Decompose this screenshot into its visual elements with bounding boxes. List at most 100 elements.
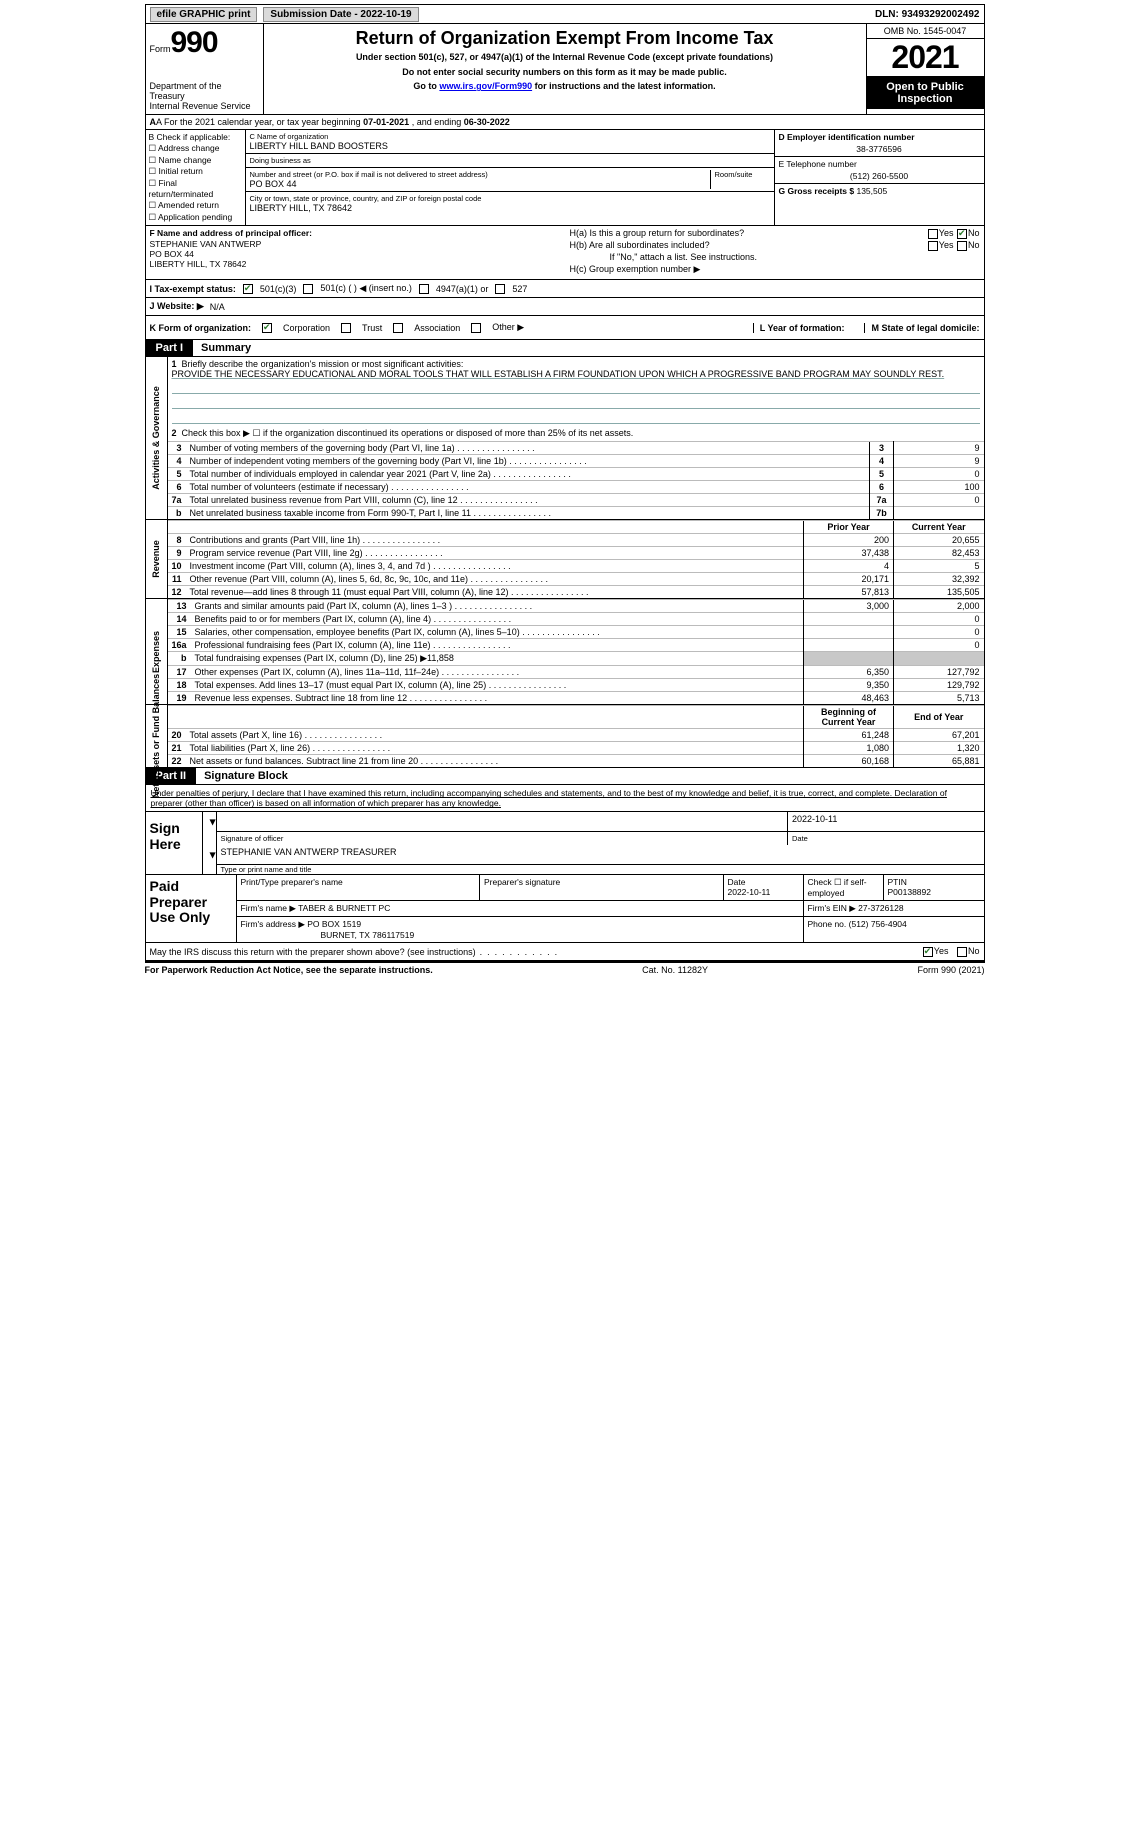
signature-officer-label: Signature of officer [217, 832, 788, 845]
top-bar: efile GRAPHIC print Submission Date - 20… [145, 4, 985, 24]
gross-receipts-label: G Gross receipts $ [779, 186, 855, 196]
org-name-value: LIBERTY HILL BAND BOOSTERS [250, 141, 770, 151]
street-label: Number and street (or P.O. box if mail i… [250, 170, 706, 179]
phone-label: E Telephone number [779, 159, 857, 169]
ha-yes-checkbox[interactable] [928, 229, 938, 239]
row-i: I Tax-exempt status: 501(c)(3) 501(c) ( … [145, 280, 985, 298]
mission-text: PROVIDE THE NECESSARY EDUCATIONAL AND MO… [172, 369, 945, 379]
hb-note: If "No," attach a list. See instructions… [570, 252, 980, 262]
firm-addr1: PO BOX 1519 [307, 919, 361, 929]
discuss-no-checkbox[interactable] [957, 947, 967, 957]
website-value: N/A [210, 302, 225, 312]
table-row: 12Total revenue—add lines 8 through 11 (… [168, 586, 984, 599]
check-501c[interactable] [303, 284, 313, 294]
check-name-change[interactable]: Name change [149, 155, 242, 166]
page-footer: For Paperwork Reduction Act Notice, see … [145, 963, 985, 977]
check-corporation[interactable] [262, 323, 272, 333]
side-activities: Activities & Governance [151, 387, 161, 491]
city-value: LIBERTY HILL, TX 78642 [250, 203, 770, 213]
check-amended[interactable]: Amended return [149, 200, 242, 211]
discuss-yes-checkbox[interactable] [923, 947, 933, 957]
sign-here-label: Sign Here [146, 812, 202, 874]
net-assets-table: Beginning of Current YearEnd of Year20To… [168, 705, 984, 767]
submission-date-button[interactable]: Submission Date - 2022-10-19 [263, 7, 418, 22]
phone-value: (512) 260-5500 [779, 171, 980, 181]
firm-phone-value: (512) 756-4904 [849, 919, 907, 929]
gross-receipts-value: 135,505 [856, 186, 887, 196]
paid-preparer-label: Paid Preparer Use Only [146, 875, 236, 942]
hc-label: H(c) Group exemption number ▶ [570, 264, 980, 275]
col-de: D Employer identification number 38-3776… [774, 130, 984, 226]
side-revenue: Revenue [151, 541, 161, 579]
check-501c3[interactable] [243, 284, 253, 294]
table-row: 22Net assets or fund balances. Subtract … [168, 755, 984, 768]
signature-officer-field[interactable] [217, 812, 788, 832]
org-name-label: C Name of organization [250, 132, 770, 141]
table-row: bTotal fundraising expenses (Part IX, co… [168, 652, 984, 666]
col-f-officer: F Name and address of principal officer:… [146, 226, 566, 279]
form-subtitle-3: Go to www.irs.gov/Form990 for instructio… [270, 80, 860, 93]
room-label: Room/suite [715, 170, 770, 179]
efile-print-button[interactable]: efile GRAPHIC print [150, 7, 258, 22]
footer-left: For Paperwork Reduction Act Notice, see … [145, 965, 433, 975]
col-b-checkboxes: B Check if applicable: Address change Na… [146, 130, 246, 226]
col-h: H(a) Is this a group return for subordin… [566, 226, 984, 279]
sign-arrow-icon [203, 812, 217, 845]
irs-link[interactable]: www.irs.gov/Form990 [439, 81, 532, 91]
table-row: 7aTotal unrelated business revenue from … [168, 494, 984, 507]
governance-table: 3Number of voting members of the governi… [168, 441, 984, 519]
table-row: 9Program service revenue (Part VIII, lin… [168, 547, 984, 560]
side-net-assets: Net Assets or Fund Balances [151, 674, 161, 798]
row-j: J Website: ▶ N/A [145, 298, 985, 316]
check-4947[interactable] [419, 284, 429, 294]
ptin-value: P00138892 [888, 887, 932, 897]
side-expenses: Expenses [151, 631, 161, 673]
table-row: 13Grants and similar amounts paid (Part … [168, 600, 984, 613]
officer-name-label: Type or print name and title [217, 865, 984, 874]
paid-preparer-block: Paid Preparer Use Only Print/Type prepar… [146, 874, 984, 942]
prep-date-value: 2022-10-11 [728, 887, 771, 897]
check-other[interactable] [471, 323, 481, 333]
check-association[interactable] [393, 323, 403, 333]
check-final-return[interactable]: Final return/terminated [149, 178, 242, 201]
prep-self-employed-check[interactable]: Check ☐ if self-employed [804, 875, 884, 900]
table-row: 14Benefits paid to or for members (Part … [168, 613, 984, 626]
hb-label: H(b) Are all subordinates included? [570, 240, 710, 250]
form-word: Form [150, 44, 171, 54]
ein-label: D Employer identification number [779, 132, 915, 142]
hb-no-checkbox[interactable] [957, 241, 967, 251]
p1-activities-governance: Activities & Governance 1 Briefly descri… [145, 357, 985, 520]
check-trust[interactable] [341, 323, 351, 333]
discuss-row: May the IRS discuss this return with the… [146, 942, 984, 960]
officer-name: STEPHANIE VAN ANTWERP [150, 239, 262, 249]
table-row: 18Total expenses. Add lines 13–17 (must … [168, 679, 984, 692]
hb-yes-checkbox[interactable] [928, 241, 938, 251]
check-initial-return[interactable]: Initial return [149, 166, 242, 177]
check-application-pending[interactable]: Application pending [149, 212, 242, 223]
table-row: 20Total assets (Part X, line 16)61,24867… [168, 729, 984, 742]
officer-addr2: LIBERTY HILL, TX 78642 [150, 259, 247, 269]
ha-no-checkbox[interactable] [957, 229, 967, 239]
table-row: 6Total number of volunteers (estimate if… [168, 481, 984, 494]
table-header-row: Beginning of Current YearEnd of Year [168, 706, 984, 729]
footer-right: Form 990 (2021) [917, 965, 984, 975]
p1-expenses: Expenses 13Grants and similar amounts pa… [145, 599, 985, 705]
prep-sig-label: Preparer's signature [484, 877, 719, 887]
table-row: 3Number of voting members of the governi… [168, 442, 984, 455]
part1-label: Part I [146, 340, 194, 356]
form-subtitle-2: Do not enter social security numbers on … [270, 66, 860, 79]
table-row: 15Salaries, other compensation, employee… [168, 626, 984, 639]
check-527[interactable] [495, 284, 505, 294]
form-title: Return of Organization Exempt From Incom… [270, 28, 860, 49]
table-row: 19Revenue less expenses. Subtract line 1… [168, 692, 984, 705]
table-header-row: Prior YearCurrent Year [168, 521, 984, 534]
firm-name-value: TABER & BURNETT PC [298, 903, 390, 913]
form-subtitle-1: Under section 501(c), 527, or 4947(a)(1)… [270, 51, 860, 64]
check-address-change[interactable]: Address change [149, 143, 242, 154]
street-value: PO BOX 44 [250, 179, 706, 189]
ha-label: H(a) Is this a group return for subordin… [570, 228, 745, 238]
penalty-statement: Under penalties of perjury, I declare th… [146, 785, 984, 811]
prep-name-label: Print/Type preparer's name [241, 877, 476, 887]
block-fgh: F Name and address of principal officer:… [145, 226, 985, 280]
row-k: K Form of organization: Corporation Trus… [145, 316, 985, 340]
